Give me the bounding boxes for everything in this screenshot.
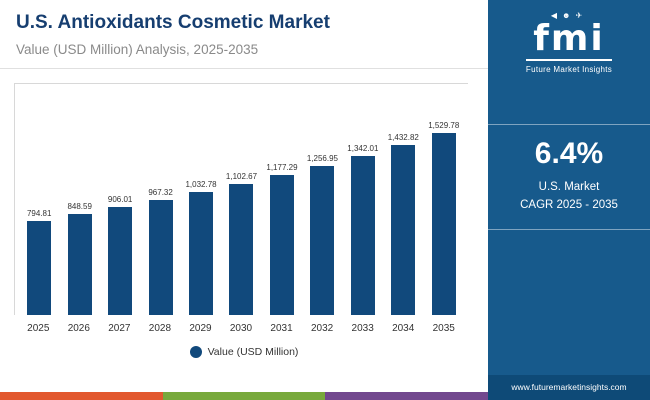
bar-column: 1,177.29 xyxy=(262,84,302,315)
bar-column: 1,432.82 xyxy=(383,84,423,315)
stripe-segment xyxy=(162,392,326,400)
bar-value-label: 1,177.29 xyxy=(266,162,298,172)
divider xyxy=(488,228,650,230)
bar xyxy=(310,165,335,315)
bar-value-label: 1,432.82 xyxy=(387,132,419,142)
x-axis: 2025 2026 2027 2028 2029 2030 2031 2032 2033 2034… xyxy=(14,315,468,334)
stripe-segment xyxy=(0,392,163,400)
x-axis-label: 2027 xyxy=(108,322,131,334)
bar-column: 1,256.95 xyxy=(302,84,342,315)
bar-value-label: 794.81 xyxy=(26,208,52,218)
bar-column: 794.81 xyxy=(19,84,59,315)
bar-column: 848.59 xyxy=(59,84,99,315)
divider xyxy=(488,124,650,125)
x-axis-label: 2035 xyxy=(432,322,455,334)
page-title: U.S. Antioxidants Cosmetic Market xyxy=(16,12,330,33)
bar-column: 1,032.78 xyxy=(181,84,221,315)
legend-marker-icon xyxy=(189,345,202,358)
bar xyxy=(431,132,456,315)
bar-value-label: 1,342.01 xyxy=(347,143,379,153)
bar-value-label: 1,032.78 xyxy=(185,179,217,189)
bar-column: 906.01 xyxy=(100,84,140,315)
bar-value-label: 1,102.67 xyxy=(225,171,258,181)
x-axis-label: 2034 xyxy=(392,322,415,334)
bar xyxy=(148,199,173,315)
bar-value-label: 848.59 xyxy=(67,201,92,211)
sidebar: ◀☻✈ fmi Future Market Insights 6.4% U.S.… xyxy=(488,0,650,400)
bar xyxy=(269,174,294,315)
x-axis-label: 2029 xyxy=(189,322,212,334)
bar-value-label: 906.01 xyxy=(107,194,133,204)
bar-column: 1,529.78 xyxy=(424,84,464,315)
megaphone-icon: ◀ xyxy=(550,11,563,20)
bar xyxy=(67,213,92,315)
stripe-segment xyxy=(325,392,489,400)
color-stripe xyxy=(0,392,489,400)
legend-label: Value (USD Million) xyxy=(207,345,299,358)
plot-area: 794.81 848.59 906.01 967.32 1,032.78 1,102.67… xyxy=(14,82,468,315)
bar xyxy=(391,144,416,315)
cagr-label: U.S. Market CAGR 2025 - 2035 xyxy=(520,179,618,215)
x-axis-label: 2025 xyxy=(27,322,50,334)
x-axis-label: 2026 xyxy=(67,322,90,334)
cagr-label-market: U.S. Market xyxy=(538,181,600,193)
x-axis-label: 2032 xyxy=(310,322,334,334)
plane-icon: ✈ xyxy=(575,11,588,20)
bar xyxy=(229,183,254,315)
bar xyxy=(108,206,133,315)
bar-value-label: 1,256.95 xyxy=(306,153,338,163)
fmi-logo: ◀☻✈ fmi Future Market Insights xyxy=(525,10,613,74)
bar-chart: 794.81 848.59 906.01 967.32 1,032.78 1,102.67… xyxy=(14,82,468,334)
logo-wordmark: fmi xyxy=(525,21,613,61)
x-axis-label: 2028 xyxy=(148,322,172,334)
x-axis-label: 2030 xyxy=(229,322,253,334)
bar-column: 967.32 xyxy=(140,84,180,315)
cagr-label-period: CAGR 2025 - 2035 xyxy=(520,198,618,211)
chart-panel: U.S. Antioxidants Cosmetic Market Value … xyxy=(0,0,489,400)
legend: Value (USD Million) xyxy=(0,345,488,358)
bar-column: 1,342.01 xyxy=(343,84,383,315)
bar-column: 1,102.67 xyxy=(221,84,261,315)
bar-value-label: 967.32 xyxy=(148,187,173,197)
people-icon: ☻ xyxy=(562,11,576,20)
bar xyxy=(189,191,214,315)
bar-value-label: 1,529.78 xyxy=(428,120,460,130)
x-axis-label: 2033 xyxy=(351,322,374,334)
cagr-value: 6.4% xyxy=(534,137,604,170)
bar xyxy=(350,155,375,315)
logo-icons: ◀☻✈ xyxy=(526,10,612,21)
page-subtitle: Value (USD Million) Analysis, 2025-2035 xyxy=(16,41,259,57)
logo-company-name: Future Market Insights xyxy=(525,65,613,74)
website-link[interactable]: www.futuremarketinsights.com xyxy=(488,375,650,400)
header: U.S. Antioxidants Cosmetic Market Value … xyxy=(0,0,488,69)
x-axis-label: 2031 xyxy=(270,322,293,334)
bar xyxy=(27,220,52,315)
